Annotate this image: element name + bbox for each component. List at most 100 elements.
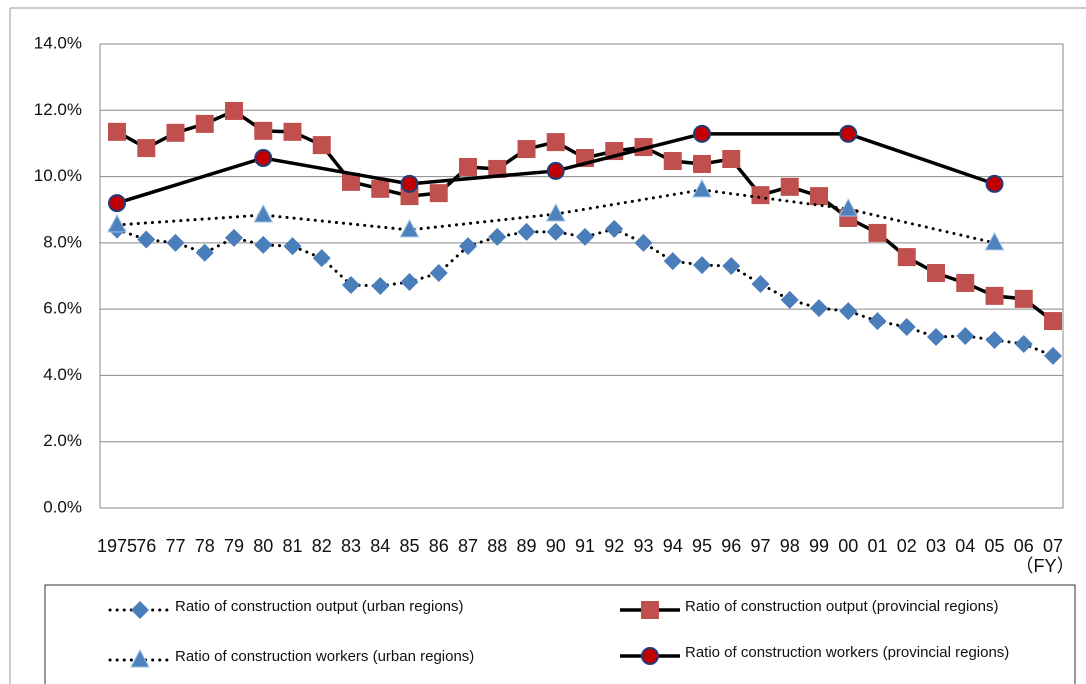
data-point — [839, 302, 858, 321]
legend-marker — [131, 601, 149, 619]
data-point — [868, 223, 887, 242]
data-point — [371, 179, 390, 198]
y-tick-label: 14.0% — [34, 33, 82, 52]
y-tick-label: 2.0% — [43, 431, 82, 450]
x-tick-label: 96 — [721, 536, 741, 556]
y-tick-label: 12.0% — [34, 100, 82, 119]
x-tick-label: 92 — [604, 536, 624, 556]
data-point — [545, 202, 566, 222]
y-tick-label: 10.0% — [34, 166, 82, 185]
x-tick-label: 03 — [926, 536, 946, 556]
data-point — [166, 123, 185, 142]
data-point — [810, 187, 828, 206]
data-point — [780, 177, 799, 196]
data-point — [488, 159, 507, 178]
y-tick-label: 8.0% — [43, 232, 82, 251]
data-point — [459, 237, 477, 256]
data-point — [868, 312, 887, 331]
data-point — [985, 330, 1004, 349]
legend-label: Ratio of construction workers (urban reg… — [175, 648, 474, 665]
data-point — [254, 235, 273, 254]
data-point — [400, 174, 419, 193]
legend-marker — [641, 647, 659, 665]
data-point — [1044, 346, 1062, 365]
data-point — [1014, 289, 1033, 308]
y-tick-label: 4.0% — [43, 365, 82, 384]
data-point — [488, 227, 507, 246]
data-point — [225, 101, 243, 120]
y-tick-label: 0.0% — [43, 497, 82, 516]
data-point — [927, 327, 945, 346]
data-point — [137, 230, 156, 249]
data-point — [693, 124, 711, 143]
x-tick-label: 82 — [312, 536, 332, 556]
data-point — [839, 124, 858, 143]
x-tick-label: 01 — [867, 536, 887, 556]
data-point — [429, 264, 448, 283]
x-tick-label: 95 — [692, 536, 712, 556]
data-point — [107, 213, 127, 233]
x-tick-label: 04 — [955, 536, 975, 556]
x-tick-label: 98 — [780, 536, 800, 556]
x-tick-label: 97 — [750, 536, 770, 556]
data-point — [956, 326, 975, 345]
data-point — [225, 228, 243, 247]
data-point — [195, 114, 214, 133]
y-tick-label: 6.0% — [43, 299, 82, 318]
data-point — [693, 256, 711, 275]
x-tick-label: 84 — [370, 536, 390, 556]
x-axis-label: （FY） — [1015, 556, 1074, 576]
x-tick-label: 94 — [663, 536, 683, 556]
x-tick-label: 05 — [984, 536, 1004, 556]
x-tick-label: 87 — [458, 536, 478, 556]
legend-label: Ratio of construction output (urban regi… — [175, 598, 464, 615]
data-point — [634, 233, 653, 252]
data-point — [166, 233, 185, 252]
legend-box — [44, 584, 1076, 684]
data-point — [1044, 312, 1062, 331]
x-tick-label: 91 — [575, 536, 595, 556]
x-tick-label: 1975 — [97, 536, 137, 556]
x-tick-label: 79 — [224, 536, 244, 556]
data-point — [517, 222, 536, 241]
data-point — [342, 172, 360, 191]
data-point — [312, 249, 331, 268]
data-point — [576, 227, 594, 246]
data-point — [429, 184, 448, 203]
x-tick-label: 00 — [838, 536, 858, 556]
data-point — [312, 136, 331, 155]
x-tick-label: 80 — [253, 536, 273, 556]
legend-label: Ratio of construction workers (provincia… — [685, 644, 1009, 661]
data-point — [254, 121, 273, 140]
data-point — [897, 248, 916, 267]
data-point — [195, 243, 214, 262]
data-point — [693, 154, 711, 173]
x-tick-label: 88 — [487, 536, 507, 556]
x-tick-label: 86 — [429, 536, 449, 556]
data-point — [283, 122, 302, 141]
x-tick-label: 77 — [165, 536, 185, 556]
x-tick-label: 93 — [633, 536, 653, 556]
data-point — [283, 237, 302, 256]
data-point — [722, 257, 741, 276]
data-point — [810, 299, 828, 318]
x-tick-label: 85 — [399, 536, 419, 556]
data-point — [546, 222, 565, 241]
data-point — [897, 318, 916, 337]
legend-label: Ratio of construction output (provincial… — [685, 598, 999, 615]
x-tick-label: 90 — [546, 536, 566, 556]
data-point — [342, 275, 360, 294]
data-point — [1014, 334, 1033, 353]
data-point — [546, 133, 565, 152]
data-point — [985, 174, 1004, 193]
data-point — [137, 139, 156, 158]
data-point — [751, 186, 770, 205]
data-point — [984, 231, 1005, 251]
x-tick-label: 81 — [282, 536, 302, 556]
data-point — [780, 290, 799, 309]
x-tick-label: 99 — [809, 536, 829, 556]
x-tick-label: 06 — [1014, 536, 1034, 556]
data-point — [927, 264, 945, 283]
